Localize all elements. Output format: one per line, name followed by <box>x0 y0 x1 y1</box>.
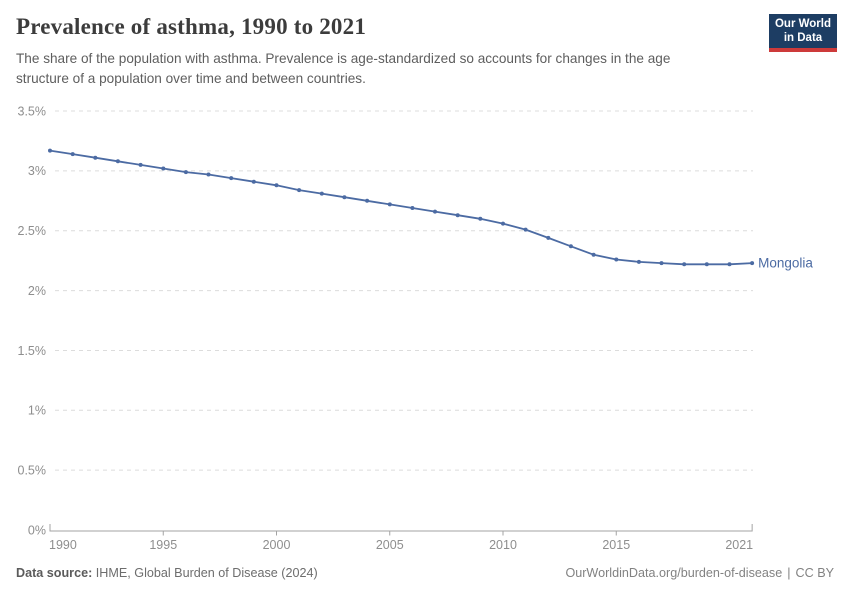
footer-separator: | <box>787 566 791 580</box>
y-tick-label: 0.5% <box>18 463 47 477</box>
data-point <box>727 262 732 267</box>
x-tick-label: 2015 <box>602 538 630 552</box>
logo-line-2: in Data <box>783 31 823 44</box>
data-source-label: Data source: <box>16 566 93 580</box>
y-tick-label: 0% <box>28 523 46 537</box>
data-source-value: IHME, Global Burden of Disease (2024) <box>95 566 318 580</box>
x-tick-label: 1995 <box>149 538 177 552</box>
data-point <box>614 257 619 262</box>
data-point <box>70 152 75 157</box>
x-tick-label: 2010 <box>489 538 517 552</box>
data-point <box>138 162 143 167</box>
data-point <box>682 262 687 267</box>
owid-logo: Our World in Data <box>769 14 837 52</box>
data-point <box>568 244 573 249</box>
data-point <box>93 155 98 160</box>
data-point <box>455 213 460 218</box>
data-point <box>319 191 324 196</box>
data-point <box>342 195 347 200</box>
series-entity-label: Mongolia <box>758 256 813 271</box>
data-point <box>636 259 641 264</box>
data-point <box>478 216 483 221</box>
x-tick-label: 2000 <box>263 538 291 552</box>
data-point <box>297 188 302 193</box>
data-source: Data source: IHME, Global Burden of Dise… <box>16 566 318 580</box>
x-axis-line <box>49 524 753 532</box>
data-point <box>704 262 709 267</box>
series-line <box>49 149 753 266</box>
data-point <box>251 179 256 184</box>
data-point <box>433 209 437 214</box>
data-point <box>161 166 166 171</box>
license-label: CC BY <box>795 566 835 580</box>
chart-subtitle: The share of the population with asthma.… <box>16 51 671 87</box>
data-point <box>410 206 415 210</box>
page-title: Prevalence of asthma, 1990 to 2021 <box>16 14 367 39</box>
data-point <box>387 202 392 207</box>
y-tick-label: 1.5% <box>18 344 47 358</box>
data-point <box>501 221 505 226</box>
y-tick-label: 3% <box>28 164 46 178</box>
data-point <box>591 252 596 257</box>
y-tick-label: 2.5% <box>18 224 47 238</box>
data-point <box>183 170 188 175</box>
y-tick-label: 1% <box>28 404 46 418</box>
data-point <box>206 172 211 177</box>
owid-url[interactable]: OurWorldinData.org/burden-of-disease <box>565 566 783 580</box>
x-tick-label: 2005 <box>376 538 404 552</box>
data-point <box>523 227 528 232</box>
data-point <box>365 198 370 203</box>
data-point <box>659 261 664 266</box>
x-tick-label: 2021 <box>725 538 753 552</box>
logo-line-1: Our World <box>774 18 831 30</box>
y-tick-label: 3.5% <box>18 104 47 118</box>
license-link[interactable]: OurWorldinData.org/burden-of-disease | CC … <box>565 566 834 580</box>
data-point <box>546 235 551 240</box>
chart-footer: Data source: IHME, Global Burden of Dise… <box>16 566 834 580</box>
data-point <box>229 176 234 181</box>
data-point <box>48 148 52 153</box>
x-tick-label: 1990 <box>49 538 77 552</box>
chart-header: Prevalence of asthma, 1990 to 2021 The s… <box>16 14 837 89</box>
data-point <box>750 261 755 266</box>
y-tick-label: 2% <box>28 284 46 298</box>
data-point <box>115 159 120 164</box>
data-point <box>274 183 279 188</box>
